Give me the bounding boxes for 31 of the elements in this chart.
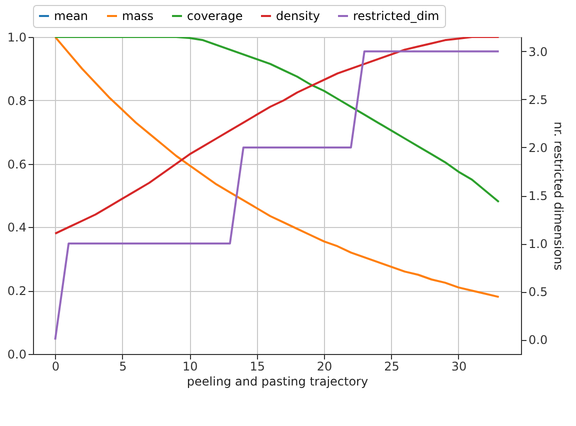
legend-label: coverage <box>187 9 243 23</box>
y-tick-label: 0.8 <box>7 94 26 108</box>
line-series <box>54 37 500 298</box>
y2-tick-label: 2.5 <box>528 92 548 107</box>
legend-label: mean <box>54 9 88 23</box>
x-tick-label: 5 <box>119 360 127 374</box>
y2-tick-label: 0.5 <box>528 285 548 300</box>
x-tick-label: 30 <box>451 360 467 374</box>
y2-tick-label: 3.0 <box>528 44 548 59</box>
y-tick-label: 0.2 <box>7 284 26 298</box>
x-tick-label: 15 <box>250 360 265 374</box>
legend-label: restricted_dim <box>353 9 440 23</box>
y-tick-label: 0.6 <box>7 157 26 172</box>
x-tick-label: 10 <box>182 360 198 374</box>
line-series <box>54 50 500 341</box>
line-series <box>54 37 500 235</box>
legend-label: density <box>276 9 320 23</box>
x-axis-title: peeling and pasting trajectory <box>186 374 368 388</box>
y2-axis-title: nr. restricted dimensions <box>552 122 566 270</box>
y2-tick-label: 2.0 <box>528 140 548 155</box>
y2-tick-label: 1.0 <box>528 237 548 252</box>
x-tick-label: 20 <box>316 360 332 374</box>
line-series <box>54 37 500 203</box>
y2-tick-label: 1.5 <box>528 189 548 203</box>
y-tick-label: 1.0 <box>7 30 26 44</box>
y2-tick-label: 0.0 <box>528 333 548 348</box>
legend-label: mass <box>122 9 154 23</box>
x-tick-label: 25 <box>384 360 400 374</box>
x-tick-label: 0 <box>52 360 60 374</box>
y-tick-label: 0.0 <box>7 348 26 362</box>
y-tick-label: 0.4 <box>7 220 26 235</box>
